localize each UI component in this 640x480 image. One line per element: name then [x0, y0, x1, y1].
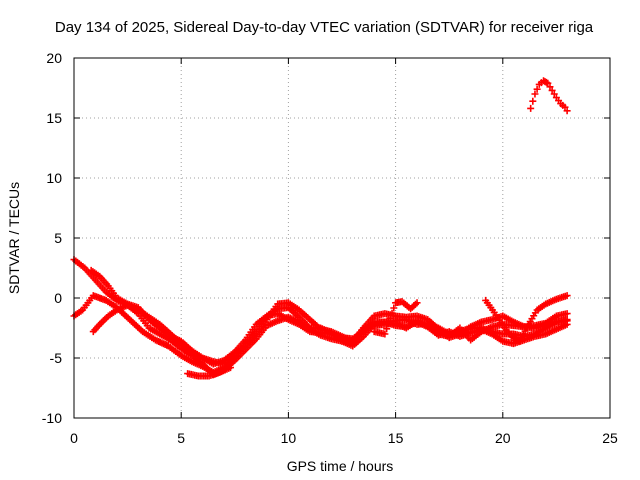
data-point	[563, 292, 571, 300]
x-tick-label: 25	[602, 430, 618, 446]
grid	[74, 58, 610, 418]
y-tick-label: -10	[42, 410, 62, 426]
y-tick-label: 10	[46, 170, 62, 186]
data-point	[388, 309, 396, 317]
x-tick-label: 10	[281, 430, 297, 446]
x-tick-label: 5	[177, 430, 185, 446]
data-point	[546, 83, 554, 91]
data-point	[533, 85, 541, 93]
ticks: 0 5 10 15 20 25 -10 -5 0 5 10 15 20	[42, 50, 618, 446]
series-trace-5	[184, 298, 421, 380]
y-tick-label: -5	[50, 350, 63, 366]
x-axis-label: GPS time / hours	[287, 458, 394, 474]
y-tick-label: 15	[46, 110, 62, 126]
y-axis-label: SDTVAR / TECUs	[6, 182, 22, 294]
data-point	[384, 320, 392, 328]
data-point	[563, 310, 571, 318]
data-points	[70, 77, 571, 380]
data-point	[227, 364, 235, 372]
x-tick-label: 0	[70, 430, 78, 446]
data-point	[563, 317, 571, 325]
data-point	[413, 299, 421, 307]
data-point	[381, 330, 389, 338]
y-tick-label: 5	[54, 230, 62, 246]
data-point	[563, 107, 571, 115]
x-tick-label: 20	[495, 430, 511, 446]
series-trace-7	[527, 77, 571, 115]
x-tick-label: 15	[388, 430, 404, 446]
data-point	[561, 103, 569, 111]
y-tick-label: 20	[46, 50, 62, 66]
plot-frame	[73, 57, 611, 419]
data-point	[390, 304, 398, 312]
chart-title: Day 134 of 2025, Sidereal Day-to-day VTE…	[55, 19, 594, 36]
y-tick-label: 0	[54, 290, 62, 306]
data-point	[383, 325, 391, 333]
data-point	[550, 90, 558, 98]
data-point	[529, 97, 537, 105]
series-trace-6	[482, 292, 571, 345]
data-point	[531, 90, 539, 98]
data-point	[544, 79, 552, 87]
data-point	[548, 86, 556, 94]
data-point	[386, 314, 394, 322]
data-point	[527, 104, 535, 112]
